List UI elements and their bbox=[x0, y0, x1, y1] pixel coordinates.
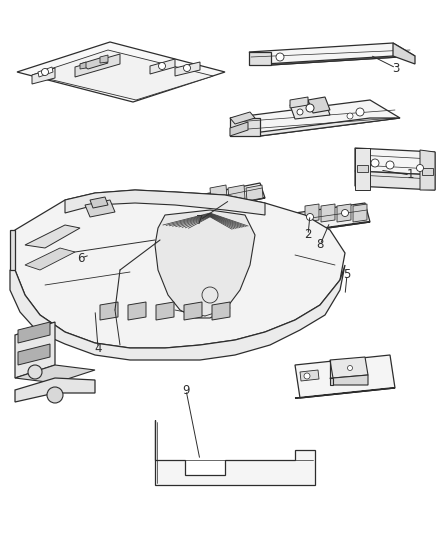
Polygon shape bbox=[295, 355, 395, 398]
Polygon shape bbox=[184, 302, 202, 320]
Polygon shape bbox=[355, 171, 435, 190]
Circle shape bbox=[417, 165, 424, 172]
Polygon shape bbox=[200, 198, 265, 210]
Polygon shape bbox=[80, 58, 108, 69]
Polygon shape bbox=[100, 55, 108, 63]
Polygon shape bbox=[38, 67, 53, 77]
Polygon shape bbox=[228, 185, 245, 201]
Polygon shape bbox=[290, 97, 308, 108]
Polygon shape bbox=[80, 62, 86, 69]
Polygon shape bbox=[420, 150, 435, 190]
Polygon shape bbox=[357, 165, 368, 172]
Text: 7: 7 bbox=[196, 214, 204, 227]
Circle shape bbox=[47, 387, 63, 403]
Text: 9: 9 bbox=[182, 384, 190, 397]
Polygon shape bbox=[295, 222, 370, 232]
Polygon shape bbox=[246, 185, 263, 201]
Polygon shape bbox=[295, 388, 395, 398]
Polygon shape bbox=[25, 248, 75, 270]
Polygon shape bbox=[15, 378, 95, 402]
Polygon shape bbox=[295, 203, 370, 232]
Text: 8: 8 bbox=[316, 238, 324, 252]
Polygon shape bbox=[249, 56, 415, 65]
Circle shape bbox=[306, 104, 314, 112]
Polygon shape bbox=[10, 265, 345, 360]
Polygon shape bbox=[156, 302, 174, 320]
Polygon shape bbox=[32, 68, 55, 84]
Polygon shape bbox=[85, 200, 115, 217]
Circle shape bbox=[297, 109, 303, 115]
Polygon shape bbox=[175, 62, 200, 76]
Polygon shape bbox=[210, 185, 227, 201]
Polygon shape bbox=[75, 54, 120, 77]
Text: 3: 3 bbox=[392, 61, 400, 75]
Polygon shape bbox=[355, 148, 370, 190]
Polygon shape bbox=[15, 322, 55, 378]
Polygon shape bbox=[90, 197, 108, 208]
Circle shape bbox=[276, 53, 284, 61]
Polygon shape bbox=[18, 322, 50, 343]
Polygon shape bbox=[330, 360, 333, 385]
Circle shape bbox=[347, 113, 353, 119]
Polygon shape bbox=[422, 168, 433, 175]
Polygon shape bbox=[300, 370, 319, 381]
Polygon shape bbox=[230, 118, 400, 136]
Circle shape bbox=[42, 69, 49, 76]
Polygon shape bbox=[200, 183, 265, 210]
Polygon shape bbox=[230, 112, 255, 124]
Polygon shape bbox=[330, 357, 368, 378]
Polygon shape bbox=[353, 204, 367, 222]
Polygon shape bbox=[65, 190, 265, 215]
Polygon shape bbox=[321, 204, 335, 222]
Circle shape bbox=[356, 108, 364, 116]
Circle shape bbox=[386, 161, 394, 169]
Polygon shape bbox=[230, 118, 260, 136]
Circle shape bbox=[307, 214, 314, 221]
Polygon shape bbox=[249, 52, 271, 65]
Text: 6: 6 bbox=[77, 252, 85, 264]
Polygon shape bbox=[290, 101, 330, 119]
Circle shape bbox=[371, 159, 379, 167]
Text: 5: 5 bbox=[343, 269, 351, 281]
Text: 2: 2 bbox=[304, 229, 312, 241]
Polygon shape bbox=[150, 59, 175, 74]
Polygon shape bbox=[230, 122, 248, 136]
Polygon shape bbox=[128, 302, 146, 320]
Text: 1: 1 bbox=[406, 168, 414, 182]
Polygon shape bbox=[212, 302, 230, 320]
Polygon shape bbox=[15, 190, 345, 348]
Circle shape bbox=[342, 209, 349, 216]
Polygon shape bbox=[305, 204, 319, 222]
Polygon shape bbox=[308, 97, 330, 113]
Circle shape bbox=[28, 365, 42, 379]
Polygon shape bbox=[249, 43, 415, 65]
Circle shape bbox=[184, 64, 191, 71]
Polygon shape bbox=[18, 344, 50, 365]
Polygon shape bbox=[330, 375, 368, 385]
Polygon shape bbox=[100, 302, 118, 320]
Polygon shape bbox=[355, 148, 435, 175]
Polygon shape bbox=[17, 42, 225, 102]
Circle shape bbox=[347, 366, 353, 370]
Polygon shape bbox=[155, 420, 315, 485]
Circle shape bbox=[304, 373, 310, 379]
Polygon shape bbox=[393, 43, 415, 64]
Polygon shape bbox=[230, 100, 400, 136]
Text: 4: 4 bbox=[94, 342, 102, 354]
Polygon shape bbox=[337, 204, 351, 222]
Polygon shape bbox=[155, 210, 255, 318]
Polygon shape bbox=[10, 230, 15, 270]
Circle shape bbox=[159, 62, 166, 69]
Polygon shape bbox=[32, 50, 213, 100]
Polygon shape bbox=[15, 365, 95, 383]
Polygon shape bbox=[25, 225, 80, 248]
